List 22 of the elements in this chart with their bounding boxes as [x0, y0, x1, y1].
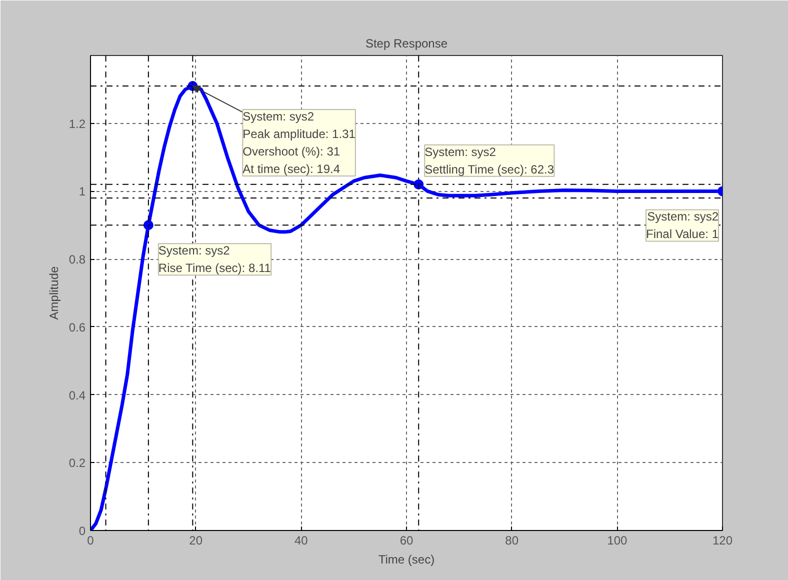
x-tick-label: 100: [607, 534, 628, 548]
y-tick-label: 0.2: [68, 456, 86, 470]
x-tick-label: 40: [294, 534, 308, 548]
y-tick-label: 1.2: [68, 116, 86, 131]
annotation: System: sys2 Peak amplitude: 1.31 Overshoot (%): 31 At time (sec): 19.4: [242, 110, 356, 176]
y-tick-label: 0.8: [68, 252, 86, 267]
annotation: System: sys2 Final Value: 1: [646, 210, 719, 242]
x-tick-label: 20: [189, 534, 203, 548]
y-tick-label: 0: [78, 524, 86, 538]
x-axis-title: Time (sec): [378, 552, 435, 566]
point: [143, 220, 154, 230]
y-tick-label: 0.4: [68, 388, 86, 402]
y-tick-label: 0.6: [68, 320, 86, 334]
y-tick-label: 1: [78, 184, 86, 199]
annotation: System: sys2 Rise Time (sec): 8.11: [158, 244, 272, 276]
x-tick-label: 0: [87, 534, 94, 548]
annotation: System: sys2 Settling Time (sec): 62.3: [424, 144, 554, 176]
x-tick-label: 60: [400, 534, 414, 548]
x-tick-label: 80: [505, 534, 519, 548]
chart-title: Step Response: [365, 36, 448, 50]
y-axis-title: Amplitude: [46, 266, 61, 320]
x-tick-label: 120: [712, 534, 733, 548]
